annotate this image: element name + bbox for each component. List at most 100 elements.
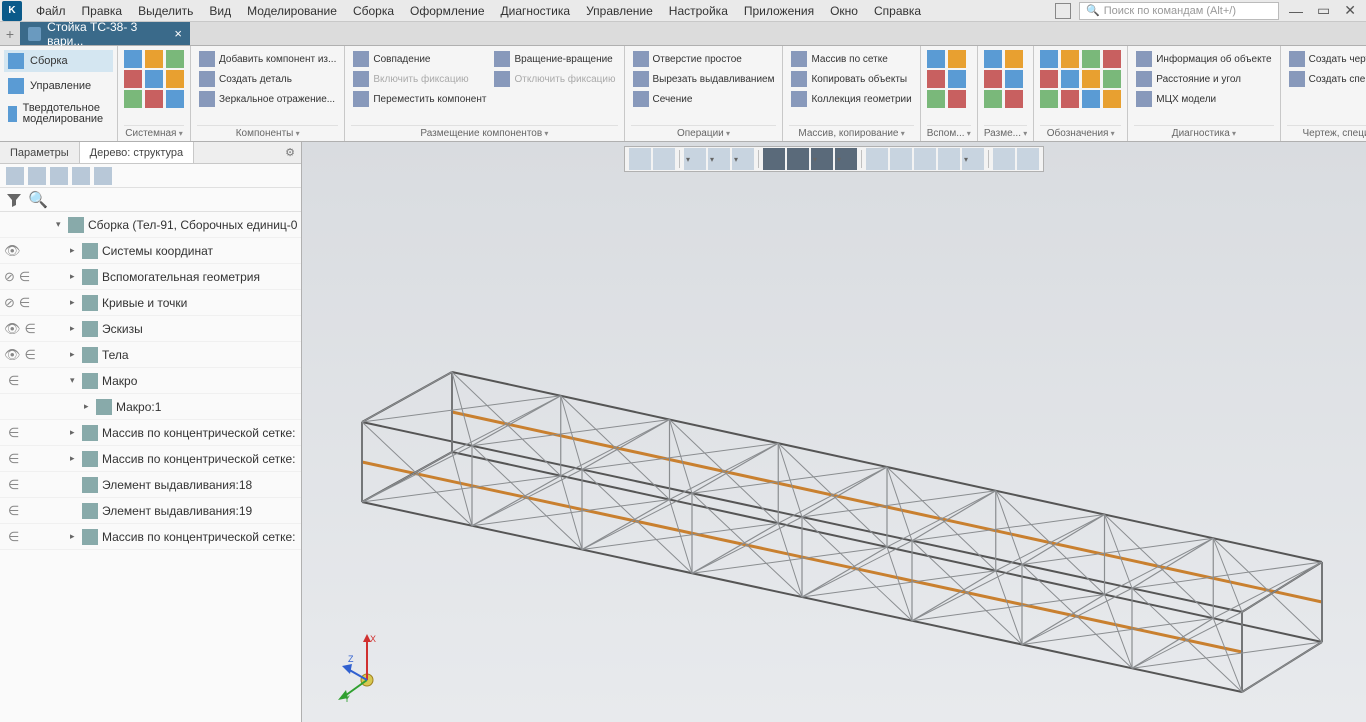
filter-icon[interactable] [6,192,22,208]
menu-Приложения[interactable]: Приложения [736,0,822,22]
ribbon-group-label[interactable]: Обозначения [1040,125,1121,139]
ribbon-icon[interactable] [124,70,142,88]
tree-row[interactable]: 👁▸Системы координат [0,238,301,264]
tree-row[interactable]: ∈Элемент выдавливания:19 [0,498,301,524]
vt-zoom[interactable] [684,148,706,170]
ribbon-icon[interactable] [1103,50,1121,68]
vt-shade-4[interactable] [835,148,857,170]
menu-Моделирование[interactable]: Моделирование [239,0,345,22]
vt-7[interactable] [914,148,936,170]
tree-row[interactable]: ⊘∈▸Вспомогательная геометрия [0,264,301,290]
tree-row[interactable]: ∈▸Массив по концентрической сетке: [0,420,301,446]
panel-settings-icon[interactable]: ⚙ [279,142,301,163]
menu-Справка[interactable]: Справка [866,0,929,22]
menu-Управление[interactable]: Управление [578,0,661,22]
ribbon-cmd[interactable]: Вращение-вращение [492,50,617,68]
tree-tool-4[interactable] [72,167,90,185]
ribbon-cmd[interactable]: Массив по сетке [789,50,913,68]
ribbon-icon[interactable] [927,70,945,88]
ribbon-cmd[interactable]: Создать спецификаци... [1287,70,1366,88]
minimize-button[interactable]: — [1289,3,1303,19]
menu-Настройка[interactable]: Настройка [661,0,736,22]
vt-2[interactable] [653,148,675,170]
restore-button[interactable]: ▭ [1317,2,1330,19]
new-tab-button[interactable]: + [0,22,20,45]
tree-row[interactable]: ∈▾Макро [0,368,301,394]
vt-shade-1[interactable] [763,148,785,170]
menu-Файл[interactable]: Файл [28,0,74,22]
tree-search-input[interactable] [54,194,295,206]
tree-row[interactable]: ⊘∈▸Кривые и точки [0,290,301,316]
vt-8[interactable] [938,148,960,170]
layout-icon[interactable] [1055,3,1071,19]
ribbon-cmd[interactable]: МЦХ модели [1134,90,1273,108]
menu-Оформление[interactable]: Оформление [402,0,492,22]
ribbon-icon[interactable] [166,50,184,68]
mode-Твердотельное моделирование[interactable]: Твердотельное моделирование [4,100,113,128]
ribbon-icon[interactable] [1005,90,1023,108]
ribbon-icon[interactable] [1061,70,1079,88]
tab-close-icon[interactable]: × [174,26,182,41]
tree-row[interactable]: ▸Макро:1 [0,394,301,420]
ribbon-icon[interactable] [1061,90,1079,108]
vt-view[interactable] [732,148,754,170]
ribbon-cmd[interactable]: Копировать объекты [789,70,913,88]
ribbon-icon[interactable] [166,70,184,88]
vt-filter[interactable] [962,148,984,170]
ribbon-cmd[interactable]: Расстояние и угол [1134,70,1273,88]
vt-shade-2[interactable] [787,148,809,170]
ribbon-cmd[interactable]: Добавить компонент из... [197,50,338,68]
ribbon-cmd[interactable]: Переместить компонент [351,90,488,108]
menu-Сборка[interactable]: Сборка [345,0,402,22]
tab-parameters[interactable]: Параметры [0,142,80,163]
vt-1[interactable] [629,148,651,170]
menu-Окно[interactable]: Окно [822,0,866,22]
ribbon-group-label[interactable]: Диагностика [1134,125,1273,139]
ribbon-icon[interactable] [1005,50,1023,68]
ribbon-icon[interactable] [1040,70,1058,88]
ribbon-group-label[interactable]: Размещение компонентов [351,125,617,139]
command-search[interactable]: 🔍 Поиск по командам (Alt+/) [1079,2,1279,20]
ribbon-group-label[interactable]: Массив, копирование [789,125,913,139]
tree-row[interactable]: ▾Сборка (Тел-91, Сборочных единиц-0 [0,212,301,238]
mode-Сборка[interactable]: Сборка [4,50,113,72]
ribbon-cmd[interactable]: Коллекция геометрии [789,90,913,108]
ribbon-icon[interactable] [1040,90,1058,108]
ribbon-icon[interactable] [1040,50,1058,68]
ribbon-icon[interactable] [948,90,966,108]
tree-row[interactable]: 👁∈▸Тела [0,342,301,368]
ribbon-group-label[interactable]: Разме... [984,125,1027,139]
tree-tool-1[interactable] [6,167,24,185]
ribbon-group-label[interactable]: Системная [124,125,184,139]
ribbon-icon[interactable] [984,90,1002,108]
tree-row[interactable]: 👁∈▸Эскизы [0,316,301,342]
ribbon-icon[interactable] [166,90,184,108]
document-tab[interactable]: Стойка ТС-38- 3 вари... × [20,22,190,45]
vt-6[interactable] [890,148,912,170]
ribbon-cmd[interactable]: Создать чертеж по модели [1287,50,1366,68]
menu-Диагностика[interactable]: Диагностика [493,0,579,22]
ribbon-group-label[interactable]: Вспом... [927,125,971,139]
tree-row[interactable]: ∈▸Массив по концентрической сетке: [0,446,301,472]
ribbon-icon[interactable] [145,70,163,88]
ribbon-cmd[interactable]: Отключить фиксацию [492,70,617,88]
menu-Вид[interactable]: Вид [201,0,239,22]
tree-row[interactable]: ∈▸Массив по концентрической сетке: [0,524,301,550]
ribbon-group-label[interactable]: Чертеж, спецификаци... [1287,125,1366,139]
ribbon-icon[interactable] [927,90,945,108]
ribbon-icon[interactable] [948,70,966,88]
vt-10[interactable] [1017,148,1039,170]
ribbon-icon[interactable] [124,50,142,68]
ribbon-icon[interactable] [984,50,1002,68]
ribbon-icon[interactable] [1005,70,1023,88]
mode-Управление[interactable]: Управление [4,75,113,97]
ribbon-icon[interactable] [1082,70,1100,88]
ribbon-icon[interactable] [1061,50,1079,68]
ribbon-icon[interactable] [145,90,163,108]
axis-gizmo[interactable]: X Y Z [332,632,402,702]
vt-shade-3[interactable] [811,148,833,170]
close-button[interactable]: ✕ [1344,2,1356,19]
tree-tool-2[interactable] [28,167,46,185]
ribbon-icon[interactable] [1082,90,1100,108]
vt-9[interactable] [993,148,1015,170]
